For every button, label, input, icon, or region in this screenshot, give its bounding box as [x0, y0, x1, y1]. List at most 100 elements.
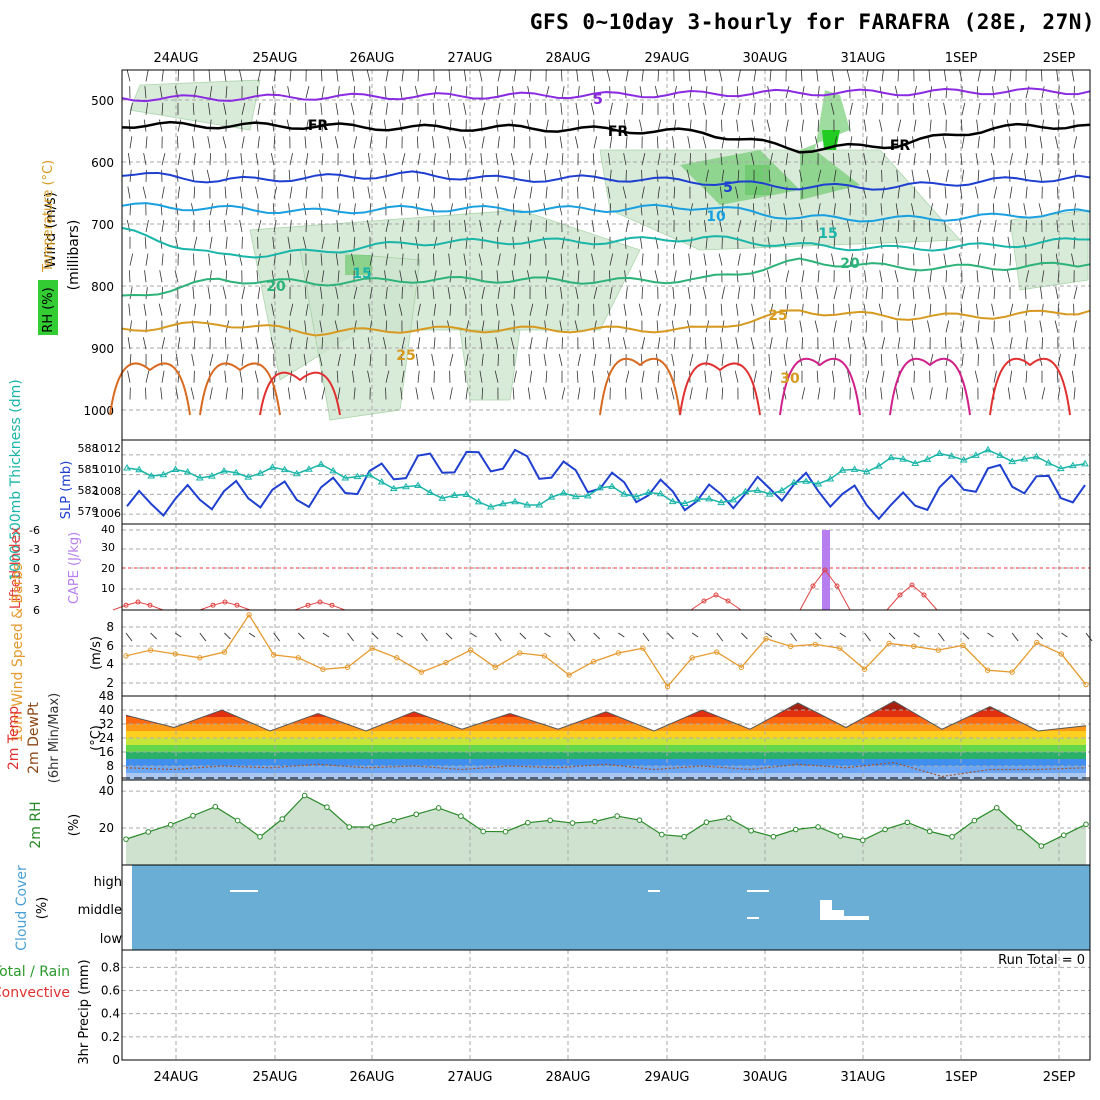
wind-barb	[1023, 353, 1027, 367]
wind-speed-point	[517, 650, 523, 656]
wind-barb	[944, 337, 947, 350]
rh2m-point	[993, 804, 1000, 811]
wind-barb	[801, 303, 804, 316]
wind-barb	[704, 337, 707, 350]
thickness-tick: 588	[78, 442, 99, 455]
wind-barb	[593, 387, 596, 400]
wind-barb	[865, 370, 870, 383]
thickness-point	[693, 495, 701, 502]
wind-barb	[591, 69, 595, 82]
wind-barb-10m	[962, 632, 970, 640]
wind-barb	[497, 253, 501, 266]
wind-barb	[831, 219, 835, 233]
rh2m-point	[748, 827, 754, 834]
wind-barb	[543, 353, 547, 367]
wind-barb	[512, 387, 515, 400]
wind-barb	[161, 253, 164, 266]
wind-barb	[913, 337, 916, 350]
wind-barb	[304, 286, 307, 300]
li-point	[834, 583, 840, 589]
contour-label: 15	[352, 266, 371, 282]
wind-barb	[417, 370, 420, 383]
wind-speed-point	[320, 666, 326, 672]
contour-label: 30	[780, 371, 800, 387]
wind-barb	[528, 203, 531, 216]
wind-barb	[161, 370, 165, 383]
wind-barb	[270, 337, 275, 350]
wind-barb	[513, 102, 516, 115]
rh2m-point	[190, 812, 196, 819]
wind-barb	[384, 86, 387, 99]
thickness-point	[899, 455, 907, 462]
wind-barb	[897, 186, 900, 199]
wind-barb	[352, 186, 355, 199]
wind-barb	[863, 153, 867, 166]
wind-barb	[272, 236, 275, 249]
cape-bar	[822, 530, 830, 610]
wind-barb	[609, 203, 612, 216]
wind-barb	[497, 69, 502, 82]
wind-barb	[239, 186, 243, 199]
wind-barb	[430, 203, 435, 216]
wind-barb	[783, 169, 787, 182]
wind-barb	[303, 353, 307, 367]
wind-barb	[846, 69, 851, 82]
rh2m-point	[592, 818, 598, 825]
wind-barb	[817, 169, 822, 182]
wind-barb-10m	[716, 632, 724, 642]
wind-speed-point	[910, 643, 917, 650]
wind-barb	[977, 69, 982, 82]
wind-barb	[1007, 387, 1011, 400]
thickness-point	[523, 501, 532, 508]
wind-barb	[545, 370, 548, 383]
wind-barb	[529, 186, 533, 199]
wind-barb	[689, 387, 693, 400]
wind-barb	[929, 119, 932, 132]
wind-barb	[209, 119, 212, 132]
thickness-point	[1056, 464, 1065, 472]
wind-barb-10m	[987, 632, 994, 638]
wind-barb	[1040, 286, 1043, 300]
temp-contour-loop	[779, 357, 861, 416]
wind-barb	[129, 253, 134, 266]
wind-barb	[673, 303, 677, 316]
wind-barb	[367, 370, 371, 383]
thickness-point	[135, 465, 144, 473]
wind-barb	[241, 203, 244, 216]
wind-barb	[433, 86, 437, 99]
wind-barb	[431, 353, 435, 367]
wind-speed-line	[125, 613, 1087, 688]
li-tick: 3	[33, 583, 40, 596]
wind-barb	[303, 387, 307, 400]
wind-barb	[817, 86, 820, 99]
wind-barb	[321, 337, 324, 350]
wind-barb	[1056, 220, 1059, 233]
slp-panel	[122, 440, 1090, 524]
wind-barb	[657, 119, 662, 132]
wind-barb	[335, 253, 339, 266]
wind-barb	[465, 169, 469, 182]
wind-barb-10m	[371, 632, 379, 640]
wind-speed-point	[689, 655, 695, 661]
wind-barb	[689, 236, 693, 249]
wind-barb	[352, 153, 355, 166]
wind-barb	[1073, 353, 1077, 367]
cape-tick: 40	[101, 523, 115, 536]
wind-barb	[721, 203, 724, 216]
date-label-top: 25AUG	[252, 51, 297, 66]
wind-barb	[353, 86, 355, 99]
wind-barb	[1025, 303, 1029, 316]
axis-label-2m-temp: 2m Temp	[6, 706, 22, 770]
wind-barb	[750, 337, 755, 350]
wind-barb	[702, 136, 707, 149]
wind-barb	[350, 102, 355, 115]
wind-barb	[255, 337, 259, 350]
wind-barb	[993, 219, 997, 233]
pressure-tick: 1000	[83, 404, 114, 418]
wind-barb	[894, 86, 899, 99]
wind-barb	[289, 337, 293, 350]
temp-band	[126, 710, 1086, 717]
wind-barb	[849, 102, 853, 115]
wind-barb	[1039, 169, 1043, 182]
wind-barb	[512, 236, 515, 249]
